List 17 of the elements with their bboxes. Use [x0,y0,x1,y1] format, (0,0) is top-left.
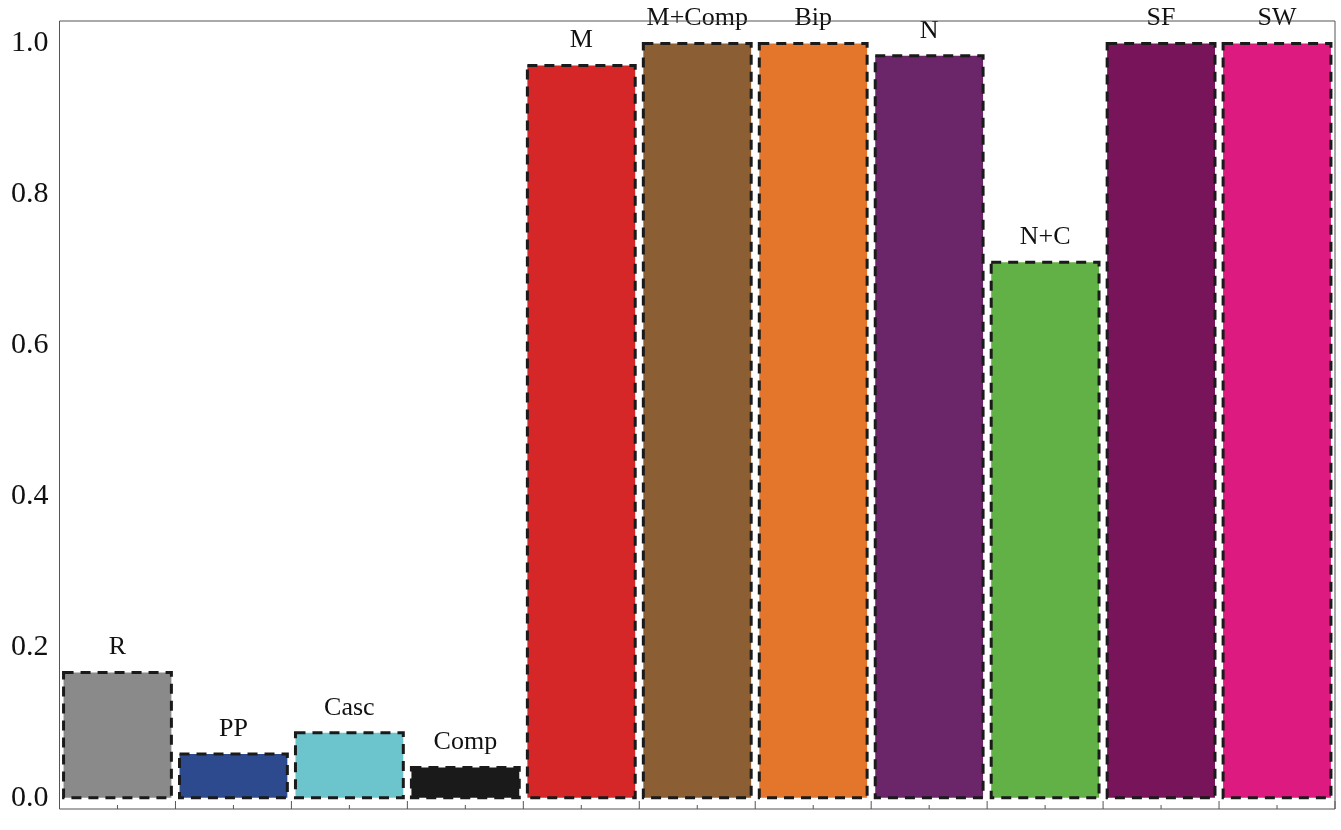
x-tick-label: PP [218,712,248,742]
x-tick-label: Comp [433,726,498,756]
x-tick-label: R [108,631,127,661]
y-tick-label: 0.4 [11,476,49,510]
x-tick-label: M+Comp [646,2,748,32]
x-tick-label: M [569,24,593,54]
y-tick-label: 0.8 [11,175,49,209]
y-tick-label: 0.2 [11,627,49,661]
x-tick-label: N+C [1019,221,1071,251]
x-tick-label: Casc [324,691,375,721]
y-tick-label: 0.0 [11,778,49,812]
y-tick-label: 0.6 [11,326,49,360]
x-tick-label: N [919,14,939,44]
x-tick-label: SF [1146,2,1176,32]
y-tick-label: 1.0 [11,24,49,58]
x-tick-label: SW [1257,2,1297,32]
x-tick-label: Bip [794,2,832,32]
